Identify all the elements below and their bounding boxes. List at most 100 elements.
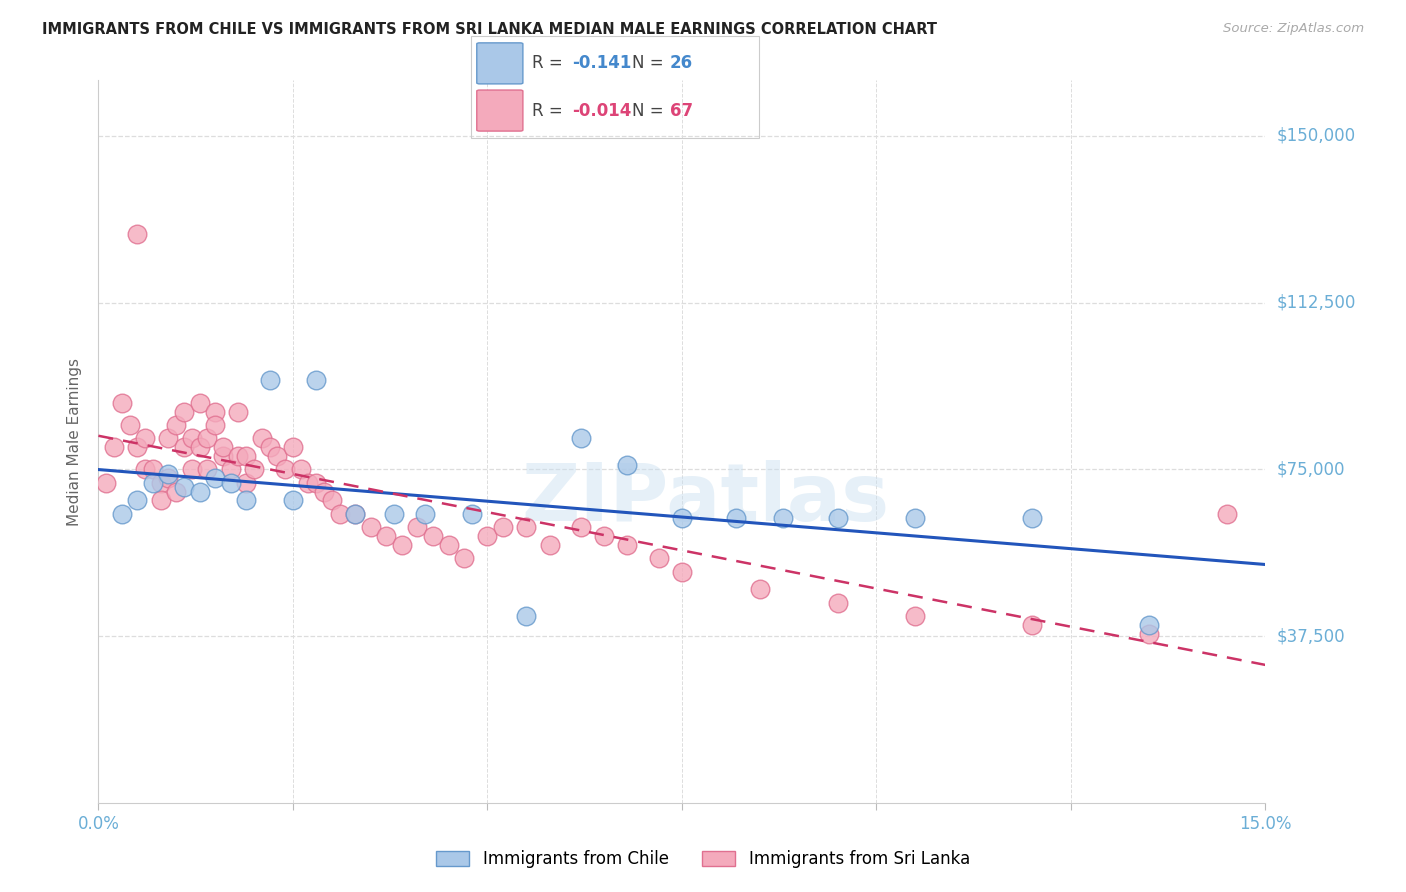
Point (127, 440, 149, 454)
Point (259, 440, 281, 454)
Point (188, 484, 211, 499)
Point (188, 440, 211, 454)
Point (671, 565, 693, 579)
Point (515, 520, 537, 534)
Point (344, 507, 367, 521)
Point (204, 417, 226, 432)
Text: $112,500: $112,500 (1277, 293, 1355, 311)
Text: $75,000: $75,000 (1277, 460, 1346, 478)
Point (281, 493, 304, 508)
Point (1137, 627, 1160, 641)
Point (180, 462, 202, 476)
Point (235, 493, 257, 508)
Point (321, 493, 343, 508)
Text: -0.014: -0.014 (572, 102, 631, 120)
Point (149, 493, 172, 508)
Point (772, 511, 794, 525)
Point (111, 395, 134, 409)
Point (157, 431, 180, 445)
Text: ZIPatlas: ZIPatlas (522, 460, 890, 539)
Point (103, 440, 125, 454)
Point (165, 417, 187, 432)
Point (827, 596, 849, 610)
Point (134, 462, 156, 476)
Text: $150,000: $150,000 (1277, 127, 1355, 145)
Point (157, 471, 180, 485)
Point (360, 520, 382, 534)
Point (1021, 618, 1043, 632)
Point (382, 507, 405, 521)
Point (477, 529, 499, 543)
Point (312, 484, 335, 499)
Point (647, 551, 669, 566)
Point (297, 475, 319, 490)
Point (111, 507, 134, 521)
Point (593, 529, 616, 543)
Point (375, 529, 398, 543)
FancyBboxPatch shape (477, 90, 523, 131)
Text: R =: R = (531, 54, 568, 72)
Text: 26: 26 (669, 54, 693, 72)
Point (219, 475, 242, 490)
Point (212, 449, 235, 463)
Point (290, 462, 312, 476)
Point (228, 449, 250, 463)
Point (204, 471, 226, 485)
Point (250, 431, 273, 445)
Text: N =: N = (633, 54, 669, 72)
Point (616, 458, 638, 472)
Point (1137, 618, 1160, 632)
Point (173, 404, 195, 418)
Point (235, 475, 257, 490)
Point (212, 440, 235, 454)
Point (827, 511, 849, 525)
Point (1021, 511, 1043, 525)
Point (492, 520, 515, 534)
Point (142, 475, 165, 490)
Point (188, 395, 211, 409)
Point (569, 520, 592, 534)
Point (453, 551, 475, 566)
Point (235, 449, 257, 463)
Point (127, 227, 149, 241)
Point (422, 529, 444, 543)
Y-axis label: Median Male Earnings: Median Male Earnings (67, 358, 83, 525)
Point (671, 511, 693, 525)
Point (391, 538, 413, 552)
Text: $37,500: $37,500 (1277, 627, 1346, 645)
Point (118, 417, 141, 432)
Point (748, 582, 770, 597)
Point (127, 493, 149, 508)
Point (180, 431, 202, 445)
Point (904, 511, 927, 525)
Text: 67: 67 (669, 102, 693, 120)
Point (538, 538, 561, 552)
Point (173, 440, 195, 454)
Point (569, 431, 592, 445)
Point (243, 462, 266, 476)
Point (461, 507, 484, 521)
Point (228, 404, 250, 418)
Point (165, 484, 187, 499)
Point (259, 373, 281, 387)
FancyBboxPatch shape (477, 43, 523, 84)
Point (134, 431, 156, 445)
Point (904, 609, 927, 624)
Point (329, 507, 352, 521)
Point (406, 520, 429, 534)
Point (437, 538, 460, 552)
Point (305, 475, 328, 490)
Point (616, 538, 638, 552)
Point (413, 507, 436, 521)
Text: -0.141: -0.141 (572, 54, 631, 72)
Point (281, 440, 304, 454)
Point (195, 462, 218, 476)
Point (157, 467, 180, 481)
Text: IMMIGRANTS FROM CHILE VS IMMIGRANTS FROM SRI LANKA MEDIAN MALE EARNINGS CORRELAT: IMMIGRANTS FROM CHILE VS IMMIGRANTS FROM… (42, 22, 938, 37)
Point (204, 404, 226, 418)
Point (274, 462, 297, 476)
Point (219, 462, 242, 476)
Point (515, 609, 537, 624)
Point (142, 462, 165, 476)
Text: R =: R = (531, 102, 568, 120)
